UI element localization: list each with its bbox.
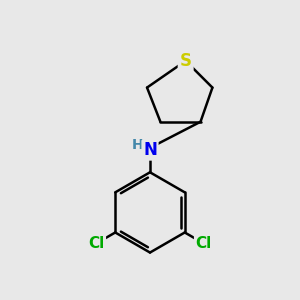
Text: Cl: Cl [196, 236, 212, 251]
Text: Cl: Cl [88, 236, 104, 251]
Text: S: S [180, 52, 192, 70]
Text: N: N [143, 141, 157, 159]
Text: H: H [132, 138, 143, 152]
